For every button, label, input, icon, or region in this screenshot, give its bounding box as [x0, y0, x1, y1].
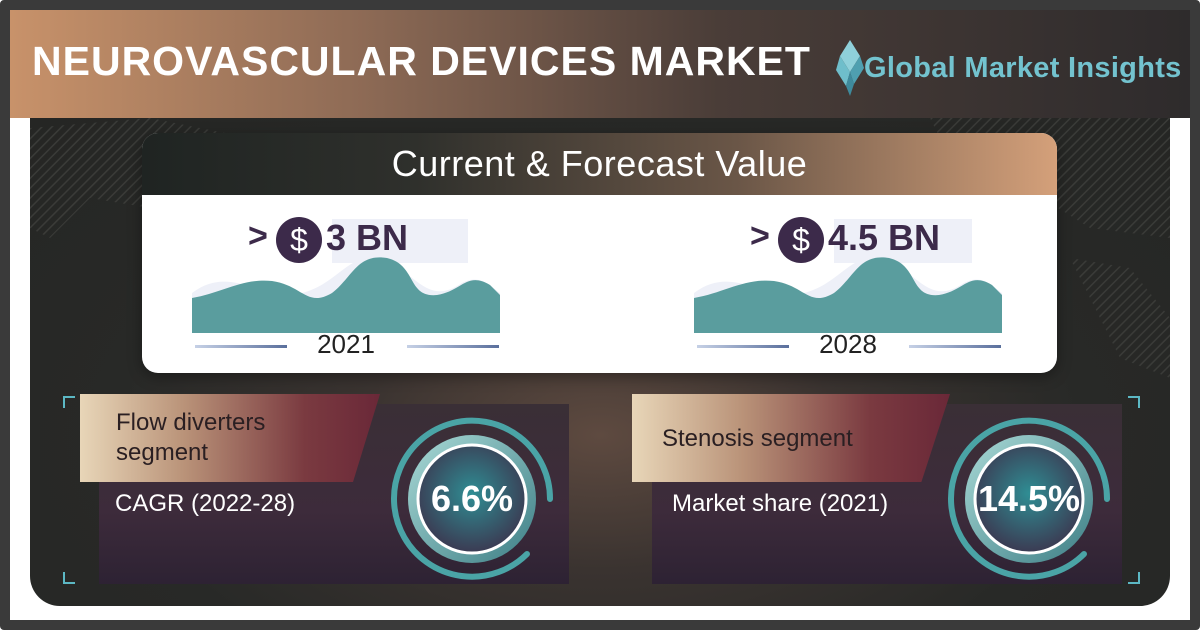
- header-banner: NEUROVASCULAR DEVICES MARKET Global Mark…: [10, 10, 1190, 118]
- corner-bracket: [1128, 396, 1140, 408]
- corner-bracket: [63, 572, 75, 584]
- area-wave-icon: [192, 257, 500, 333]
- area-wave-icon: [694, 257, 1002, 333]
- forecast-card-header: Current & Forecast Value: [142, 133, 1057, 195]
- forecast-card: Current & Forecast Value > $ 3 BN 2021 >…: [142, 133, 1057, 373]
- segment-panel-flow-diverters: Flow diverters segment CAGR (2022-28) 6.…: [55, 392, 575, 587]
- value-highlight: [834, 219, 972, 263]
- year-divider-left: [697, 345, 789, 348]
- greater-than-sign: >: [248, 217, 268, 255]
- year-divider-right: [909, 345, 1001, 348]
- dollar-icon: $: [778, 217, 824, 263]
- metric-label: Market share (2021): [672, 490, 889, 517]
- year-label: 2028: [819, 329, 877, 359]
- segment-tag-line-1: Flow diverters: [116, 409, 266, 436]
- market-value: 3 BN: [326, 217, 409, 258]
- year-divider-right: [407, 345, 499, 348]
- year-label: 2021: [317, 329, 375, 359]
- value-block-2021: > $ 3 BN 2021: [192, 195, 512, 373]
- segment-tag: Flow diverters segment: [80, 394, 380, 482]
- market-share-value: 14.5%: [977, 478, 1081, 519]
- value-highlight: [332, 219, 468, 263]
- year-divider-left: [195, 345, 287, 348]
- forecast-title: Current & Forecast Value: [391, 143, 808, 184]
- segment-tag-line-1: Stenosis segment: [662, 425, 853, 452]
- segment-tag: Stenosis segment: [632, 394, 950, 482]
- segment-tag-line-2: segment: [116, 439, 209, 466]
- gauge-ring-icon: 6.6%: [387, 414, 557, 584]
- brand-logo: Global Market Insights: [836, 38, 1196, 98]
- cagr-value: 6.6%: [430, 478, 514, 519]
- market-value: 4.5 BN: [828, 217, 941, 258]
- segment-panel-stenosis: Stenosis segment Market share (2021) 14.…: [632, 392, 1147, 587]
- brand-name: Global Market Insights: [864, 52, 1182, 84]
- page-title: NEUROVASCULAR DEVICES MARKET: [32, 38, 811, 84]
- value-block-2028: > $ 4.5 BN 2028: [694, 195, 1014, 373]
- greater-than-sign: >: [750, 217, 770, 255]
- diamond-logo-icon: [836, 40, 864, 96]
- corner-bracket: [1128, 572, 1140, 584]
- corner-bracket: [63, 396, 75, 408]
- gauge-ring-icon: 14.5%: [944, 414, 1114, 584]
- metric-label: CAGR (2022-28): [115, 490, 296, 517]
- dollar-icon: $: [276, 217, 322, 263]
